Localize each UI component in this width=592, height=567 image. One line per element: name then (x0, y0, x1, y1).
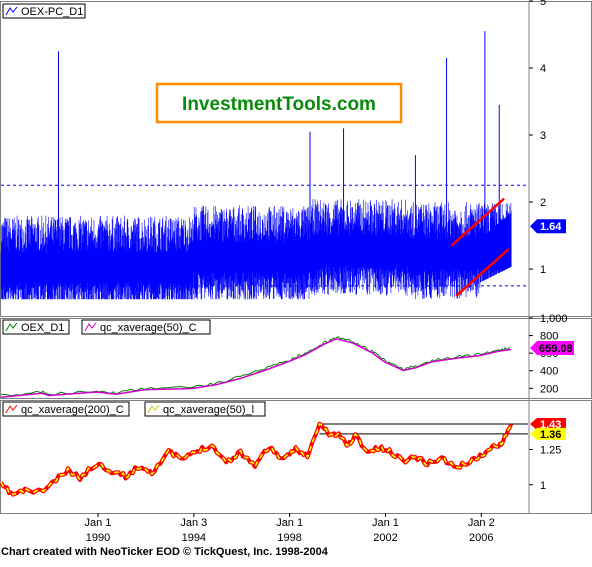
legend-line-icon (5, 6, 18, 16)
pane-frame-3 (0, 400, 592, 514)
pane2-last-value-label: 659.08 (539, 343, 573, 355)
x-tick-label-2: Jan 3 (180, 517, 207, 529)
pane3-y-tick-label-1: 1 (540, 480, 546, 492)
pane3-legend-label-1: qc_xaverage(200)_C (21, 404, 124, 416)
pane3-legend-box-1 (2, 401, 130, 417)
pane2-y-tick-label-4: 800 (540, 331, 558, 343)
pane2-series-xaverage-line (0, 338, 512, 399)
pane2-legend-box-1 (2, 319, 70, 335)
pane1-y-tick-label-4: 4 (540, 63, 546, 75)
x-axis: Jan 1 1990 Jan 3 1994 Jan 1 1998 Jan 1 2002 Jan … (85, 513, 495, 544)
x-tick-label-3: Jan 1 (276, 517, 303, 529)
pane3-y-tick-label-2: 1.25 (540, 444, 561, 456)
legend-line-icon (5, 404, 18, 414)
x-year-label-4: 2002 (373, 532, 397, 544)
investmenttools-logo: InvestmentTools.com (155, 82, 403, 124)
pane3-legend-label-2: qc_xaverage(50)_l (163, 404, 254, 416)
x-year-label-5: 2006 (469, 532, 493, 544)
x-tick-label-5: Jan 2 (468, 517, 495, 529)
pane1-y-tick-label-3: 3 (540, 130, 546, 142)
pane1-y-tick-label-2: 2 (540, 197, 546, 209)
pane-2: 2004006008001,000OEX_D1qc_xaverage(50)_C… (0, 313, 574, 399)
pane3-last-value-badge-2 (530, 427, 566, 440)
pane1-trend-line-1 (450, 197, 505, 247)
x-year-label-3: 1998 (277, 532, 301, 544)
pane2-y-tick-label-1: 200 (540, 383, 558, 395)
logo-text: InvestmentTools.com (182, 94, 376, 115)
legend-line-icon (5, 322, 18, 332)
pane2-y-tick-label-2: 400 (540, 366, 558, 378)
pane1-last-value-label: 1.64 (540, 221, 562, 233)
x-tick-label-1: Jan 1 (85, 517, 112, 529)
pane1-y-tick-label-1: 1 (540, 264, 546, 276)
pane3-last-value-badge-1 (530, 418, 566, 431)
pane2-legend-label-1: OEX_D1 (21, 322, 64, 334)
legend-line-icon (147, 404, 160, 414)
pane-3: 1 1.25 qc_xaverage(200)_C qc_xaverage(50)_l… (0, 401, 566, 497)
pane3-legend-box-2 (144, 401, 266, 417)
pane3-last-value-label-2: 1.36 (540, 429, 561, 441)
pane3-series-xaverage50-line (0, 423, 512, 496)
pane1-legend-label: OEX-PC_D1 (21, 6, 83, 18)
pane1-series-line (0, 199, 512, 300)
x-year-label-2: 1994 (182, 532, 206, 544)
pane1-y-tick-label-5: 5 (540, 0, 546, 8)
pane1-legend-box (2, 3, 86, 19)
pane2-legend-box-2 (81, 319, 211, 335)
pane1-trend-line-2 (455, 248, 510, 297)
logo-frame (155, 82, 403, 124)
pane1-last-value-badge (530, 219, 566, 234)
pane2-last-value-badge (530, 340, 574, 355)
chart-footer: Chart created with NeoTicker EOD © TickQ… (1, 546, 328, 558)
x-year-label-1: 1990 (86, 532, 110, 544)
pane2-legend-label-2: qc_xaverage(50)_C (100, 322, 197, 334)
x-tick-label-4: Jan 1 (372, 517, 399, 529)
pane-1: 1 2 3 4 5 OEX-PC_D1 1.64 (0, 0, 566, 300)
pane2-y-tick-label-5: 1,000 (540, 313, 568, 325)
legend-line-icon (84, 322, 97, 332)
